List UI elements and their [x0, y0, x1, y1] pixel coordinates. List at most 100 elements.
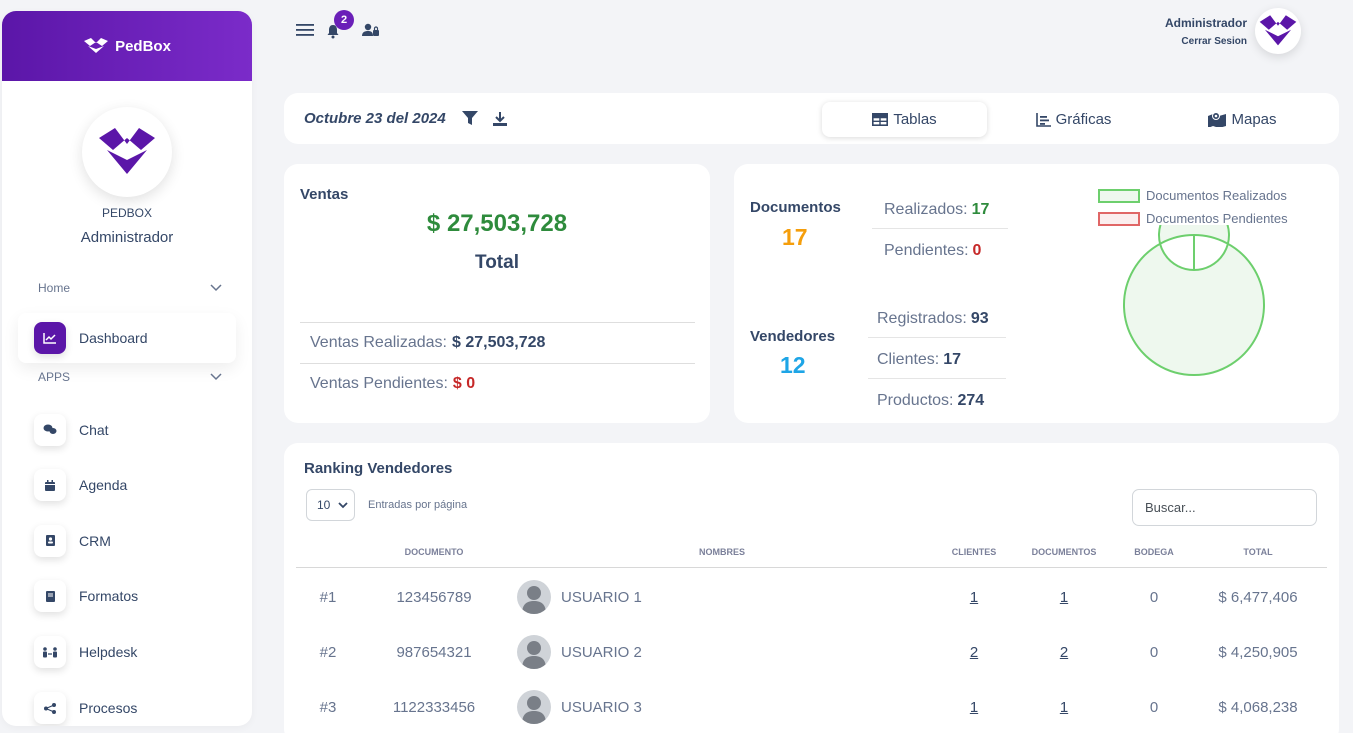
profile: PEDBOX Administrador: [2, 81, 252, 246]
chevron-down-icon: [210, 373, 222, 381]
sidebar-item-formatos[interactable]: Formatos: [2, 568, 252, 624]
tab-graficas[interactable]: Gráficas: [991, 102, 1156, 137]
filter-icon[interactable]: [461, 111, 478, 126]
calendar-icon: [34, 469, 66, 501]
documentos-link[interactable]: 1: [1059, 589, 1069, 606]
documento-cell: 987654321: [396, 644, 472, 661]
brand-header[interactable]: PedBox: [2, 11, 252, 81]
clientes-link[interactable]: 1: [969, 589, 979, 606]
ventas-title: Ventas: [300, 186, 349, 203]
profile-role: Administrador: [80, 229, 174, 246]
ventas-card: Ventas $ 27,503,728 Total Ventas Realiza…: [284, 164, 710, 423]
user-avatar-icon: [517, 580, 551, 614]
nombre-cell: USUARIO 3: [517, 690, 642, 724]
stat-value: 0: [972, 242, 982, 259]
documentos-donut-chart: [1122, 225, 1265, 376]
brand-name: PedBox: [115, 37, 171, 55]
stat-label: Productos:: [877, 392, 954, 409]
rank-cell: #3: [319, 699, 337, 716]
sidebar-item-agenda[interactable]: Agenda: [2, 457, 252, 513]
column-header-total[interactable]: Total: [1243, 547, 1273, 557]
section-home[interactable]: Home: [2, 278, 252, 298]
tab-mapas[interactable]: Mapas: [1160, 102, 1325, 137]
section-apps[interactable]: APPS: [2, 367, 252, 387]
logout-link[interactable]: Cerrar Sesion: [1181, 35, 1247, 47]
download-icon[interactable]: [492, 111, 508, 127]
clientes-link[interactable]: 1: [969, 699, 979, 716]
tab-tablas[interactable]: Tablas: [822, 102, 987, 137]
tab-label: Tablas: [893, 111, 937, 128]
view-tabs: Tablas Gráficas Mapas: [822, 102, 1329, 137]
map-marked-icon: [1208, 112, 1227, 127]
documento-cell: 1122333456: [392, 699, 476, 716]
current-date: Octubre 23 del 2024: [304, 110, 446, 127]
vendedores-count: 12: [780, 352, 806, 378]
documentos-link[interactable]: 2: [1059, 644, 1069, 661]
address-book-icon: [34, 524, 66, 557]
avatar[interactable]: [82, 107, 172, 197]
pedbox-logo-icon: [99, 128, 155, 174]
nombre-cell: USUARIO 2: [517, 635, 642, 669]
documentos-label: Documentos: [750, 199, 841, 216]
total-cell: $ 4,068,238: [1218, 699, 1298, 716]
legend-item-realizados[interactable]: Documentos Realizados: [1098, 188, 1287, 203]
documentos-count: 17: [782, 224, 808, 250]
legend-label: Documentos Realizados: [1146, 188, 1287, 203]
column-header-documento[interactable]: Documento: [404, 547, 464, 557]
ventas-realizadas-label: Ventas Realizadas:: [310, 334, 447, 351]
clientes-link[interactable]: 2: [969, 644, 979, 661]
legend-swatch: [1098, 188, 1140, 203]
vendedores-label: Vendedores: [750, 328, 836, 345]
user-lock-icon[interactable]: [362, 23, 380, 37]
user-menu[interactable]: Administrador Cerrar Sesion: [1165, 8, 1301, 54]
sidebar-item-label: Dashboard: [79, 330, 148, 346]
legend-item-pendientes[interactable]: Documentos Pendientes: [1098, 211, 1288, 226]
date-bar: Octubre 23 del 2024 Tablas Gráficas Mapa…: [284, 93, 1339, 144]
stat-value: 17: [971, 201, 990, 218]
total-cell: $ 4,250,905: [1218, 644, 1298, 661]
column-header-documentos[interactable]: Documentos: [1031, 547, 1097, 557]
user-avatar[interactable]: [1255, 8, 1301, 54]
search-input[interactable]: [1132, 489, 1317, 526]
sidebar-item-procesos[interactable]: Procesos: [2, 680, 252, 726]
ventas-realizadas-row: Ventas Realizadas: $ 27,503,728: [300, 322, 695, 363]
vendedores-clientes: Clientes: 17: [877, 340, 961, 380]
ventas-total-label: Total: [475, 252, 519, 273]
sidebar-item-chat[interactable]: Chat: [2, 402, 252, 457]
notifications-button[interactable]: 2: [327, 10, 354, 39]
divider: [868, 337, 1006, 338]
per-page-label: Entradas por página: [368, 499, 468, 511]
rank-cell: #2: [319, 644, 337, 661]
table-header-divider: [296, 567, 1327, 568]
sidebar-item-label: Procesos: [79, 700, 138, 716]
bodega-cell: 0: [1149, 699, 1159, 716]
divider: [868, 378, 1006, 379]
legend-label: Documentos Pendientes: [1146, 211, 1288, 226]
stat-label: Pendientes:: [884, 242, 969, 259]
stat-value: 93: [970, 310, 989, 327]
sidebar-item-dashboard[interactable]: Dashboard: [18, 313, 236, 363]
documentos-card: Documentos 17 Realizados: 17 Pendientes:…: [734, 164, 1339, 423]
documentos-link[interactable]: 1: [1059, 699, 1069, 716]
sidebar-item-helpdesk[interactable]: Helpdesk: [2, 624, 252, 680]
tab-label: Gráficas: [1055, 111, 1112, 128]
stat-label: Realizados:: [884, 201, 968, 218]
people-arrows-icon: [34, 636, 66, 668]
vendedores-registrados: Registrados: 93: [877, 299, 989, 339]
chevron-down-icon: [210, 284, 222, 292]
tab-label: Mapas: [1231, 111, 1277, 128]
share-nodes-icon: [34, 692, 66, 724]
column-header-bodega[interactable]: Bodega: [1134, 547, 1174, 557]
sidebar-item-label: CRM: [79, 532, 111, 549]
nombre-text: USUARIO 2: [561, 643, 642, 661]
ranking-card: Ranking Vendedores 10 Entradas por págin…: [284, 443, 1339, 733]
column-header-nombres[interactable]: Nombres: [698, 547, 745, 557]
per-page-value: 10: [317, 498, 331, 512]
donut-slice-0[interactable]: [1122, 225, 1265, 376]
per-page-select[interactable]: 10: [306, 489, 355, 521]
chart-line-icon: [34, 322, 66, 354]
sidebar-item-label: Formatos: [79, 588, 139, 604]
column-header-clientes[interactable]: Clientes: [951, 547, 997, 557]
hamburger-menu-icon[interactable]: [296, 23, 314, 37]
sidebar-item-crm[interactable]: CRM: [2, 513, 252, 568]
